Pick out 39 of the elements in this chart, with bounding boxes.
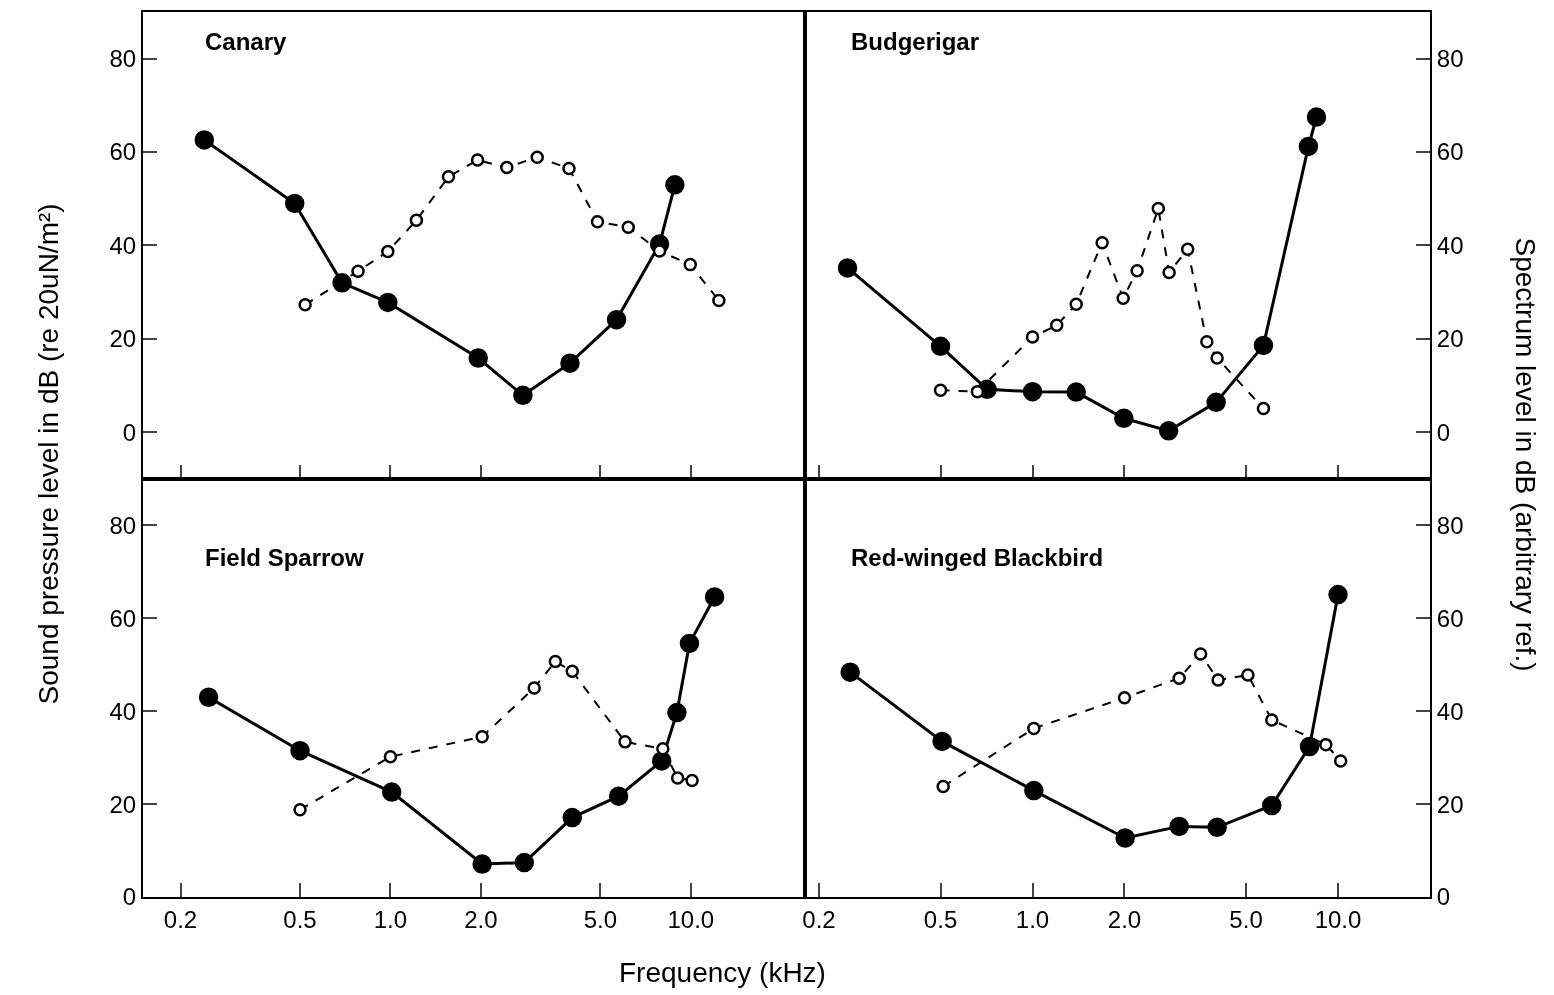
y-tick-label: 40 — [1436, 231, 1464, 259]
y-tick-label: 0 — [122, 883, 137, 911]
x-axis-title: Frequency (kHz) — [619, 957, 826, 988]
y-tick-label: 80 — [1436, 511, 1464, 539]
y-tick-label: 60 — [109, 604, 137, 632]
x-tick-label: 1.0 — [1015, 905, 1050, 933]
y-tick-label: 20 — [1436, 325, 1464, 353]
y-tick-label: 20 — [1436, 790, 1464, 818]
y-tick-label: 0 — [122, 418, 137, 446]
y-axis-title: Sound pressure level in dB (re 20uN/m²) — [32, 203, 64, 705]
y-tick-label: 80 — [109, 45, 137, 73]
y-tick-label: 40 — [109, 697, 137, 725]
y-axis-title: Spectrum level in dB (arbitrary ref.) — [1509, 237, 1541, 672]
text: Budgerigar — [851, 28, 980, 55]
x-tick-label: 0.2 — [163, 905, 198, 933]
y-tick-label: 0 — [1436, 883, 1451, 911]
x-tick-label: 5.0 — [583, 905, 618, 933]
x-tick-label: 0.5 — [283, 905, 317, 933]
x-tick-label: 5.0 — [1229, 905, 1263, 933]
y-tick-label: 20 — [109, 325, 137, 353]
y-tick-label: 80 — [1436, 45, 1464, 73]
y-tick-label: 0 — [1436, 418, 1451, 446]
x-tick-label: 0.2 — [802, 905, 836, 933]
y-tick-label: 20 — [109, 790, 137, 818]
y-tick-label: 60 — [109, 138, 137, 166]
y-tick-label: 80 — [109, 511, 137, 539]
x-tick-label: 2.0 — [464, 905, 498, 933]
y-tick-label: 60 — [1436, 604, 1464, 632]
y-tick-label: 60 — [1436, 138, 1464, 166]
x-tick-label: 10.0 — [667, 905, 715, 933]
x-tick-label: 2.0 — [1107, 905, 1142, 933]
x-tick-label: 1.0 — [373, 905, 408, 933]
y-tick-label: 40 — [1436, 697, 1464, 725]
y-tick-label: 40 — [109, 231, 137, 259]
x-tick-label: 10.0 — [1314, 905, 1362, 933]
text: Field Sparrow — [205, 544, 365, 571]
text: Red-winged Blackbird — [851, 544, 1104, 571]
x-tick-label: 0.5 — [923, 905, 958, 933]
text: Canary — [205, 28, 288, 55]
